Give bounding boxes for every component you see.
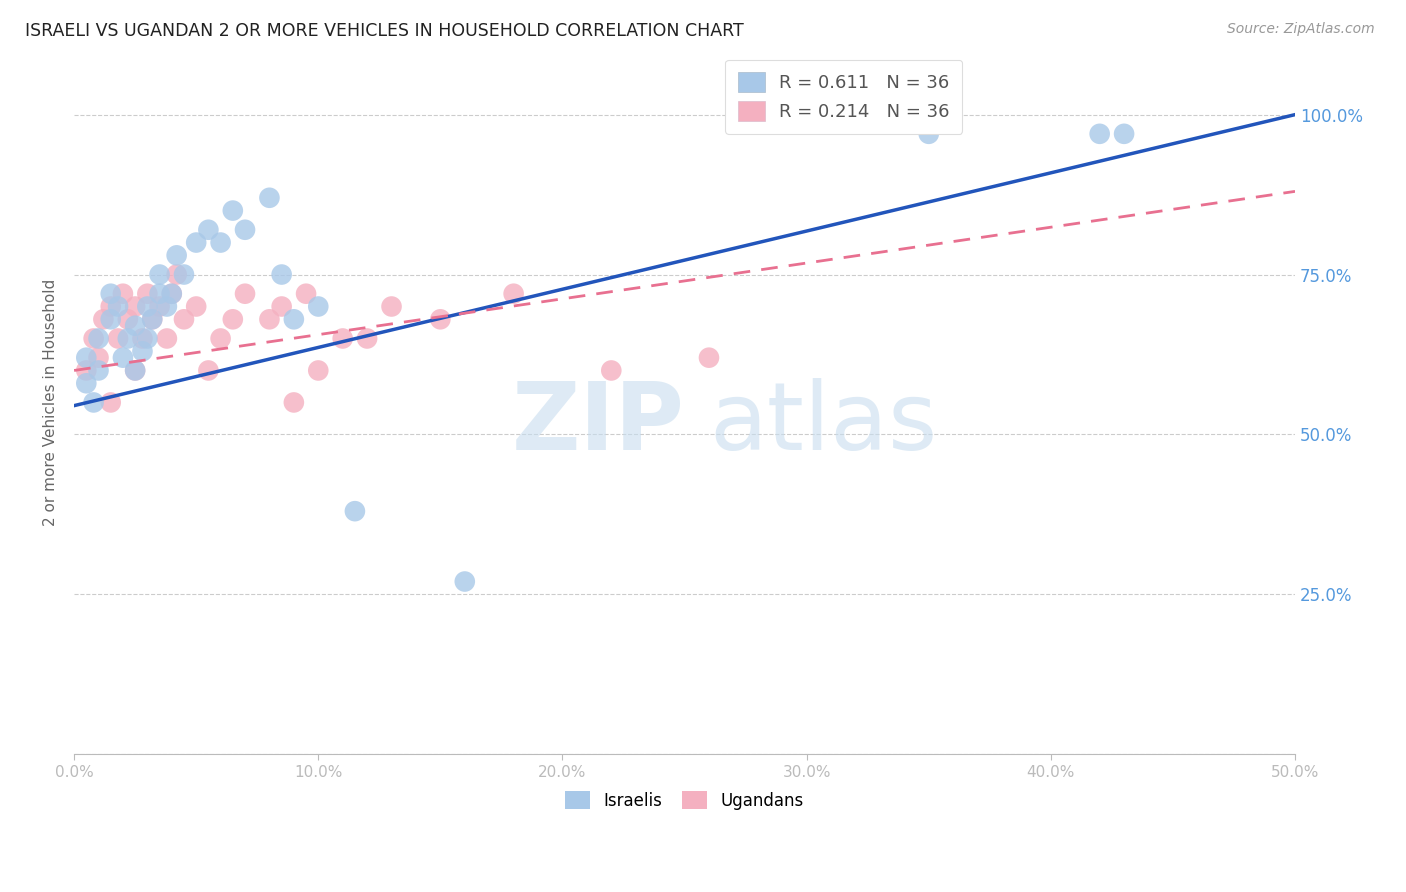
- Point: [918, 127, 941, 141]
- Point: [1112, 127, 1135, 141]
- Point: [75, 376, 97, 391]
- Point: [124, 363, 146, 377]
- Point: [197, 363, 219, 377]
- Point: [283, 312, 305, 326]
- Point: [222, 312, 245, 326]
- Point: [107, 331, 129, 345]
- Point: [131, 331, 153, 345]
- Point: [697, 351, 720, 365]
- Point: [160, 286, 183, 301]
- Point: [124, 363, 146, 377]
- Point: [141, 312, 163, 326]
- Point: [1088, 127, 1111, 141]
- Point: [100, 395, 122, 409]
- Point: [233, 223, 256, 237]
- Point: [87, 331, 110, 345]
- Point: [600, 363, 623, 377]
- Point: [100, 312, 122, 326]
- Point: [429, 312, 451, 326]
- Point: [141, 312, 163, 326]
- Point: [356, 331, 378, 345]
- Point: [502, 286, 524, 301]
- Point: [332, 331, 354, 345]
- Point: [100, 286, 122, 301]
- Point: [136, 300, 159, 314]
- Point: [111, 286, 134, 301]
- Point: [233, 286, 256, 301]
- Legend: Israelis, Ugandans: Israelis, Ugandans: [558, 784, 811, 816]
- Point: [156, 331, 179, 345]
- Point: [259, 191, 281, 205]
- Point: [87, 351, 110, 365]
- Point: [295, 286, 318, 301]
- Point: [124, 318, 146, 333]
- Point: [75, 363, 97, 377]
- Point: [197, 223, 219, 237]
- Point: [124, 300, 146, 314]
- Point: [136, 286, 159, 301]
- Point: [307, 363, 329, 377]
- Point: [343, 504, 366, 518]
- Point: [380, 300, 402, 314]
- Point: [117, 312, 139, 326]
- Point: [100, 300, 122, 314]
- Text: atlas: atlas: [709, 377, 938, 469]
- Point: [173, 312, 195, 326]
- Point: [209, 235, 232, 250]
- Point: [148, 300, 170, 314]
- Point: [87, 363, 110, 377]
- Point: [166, 248, 188, 262]
- Y-axis label: 2 or more Vehicles in Household: 2 or more Vehicles in Household: [44, 279, 58, 526]
- Point: [173, 268, 195, 282]
- Point: [111, 351, 134, 365]
- Point: [160, 286, 183, 301]
- Text: ZIP: ZIP: [512, 377, 685, 469]
- Point: [209, 331, 232, 345]
- Point: [148, 268, 170, 282]
- Point: [148, 286, 170, 301]
- Point: [454, 574, 477, 589]
- Point: [186, 300, 208, 314]
- Point: [75, 351, 97, 365]
- Point: [186, 235, 208, 250]
- Point: [136, 331, 159, 345]
- Point: [83, 395, 105, 409]
- Point: [107, 300, 129, 314]
- Point: [156, 300, 179, 314]
- Point: [307, 300, 329, 314]
- Point: [222, 203, 245, 218]
- Point: [270, 268, 292, 282]
- Point: [166, 268, 188, 282]
- Point: [83, 331, 105, 345]
- Point: [117, 331, 139, 345]
- Point: [131, 344, 153, 359]
- Point: [259, 312, 281, 326]
- Text: Source: ZipAtlas.com: Source: ZipAtlas.com: [1227, 22, 1375, 37]
- Point: [283, 395, 305, 409]
- Text: ISRAELI VS UGANDAN 2 OR MORE VEHICLES IN HOUSEHOLD CORRELATION CHART: ISRAELI VS UGANDAN 2 OR MORE VEHICLES IN…: [25, 22, 744, 40]
- Point: [93, 312, 115, 326]
- Point: [270, 300, 292, 314]
